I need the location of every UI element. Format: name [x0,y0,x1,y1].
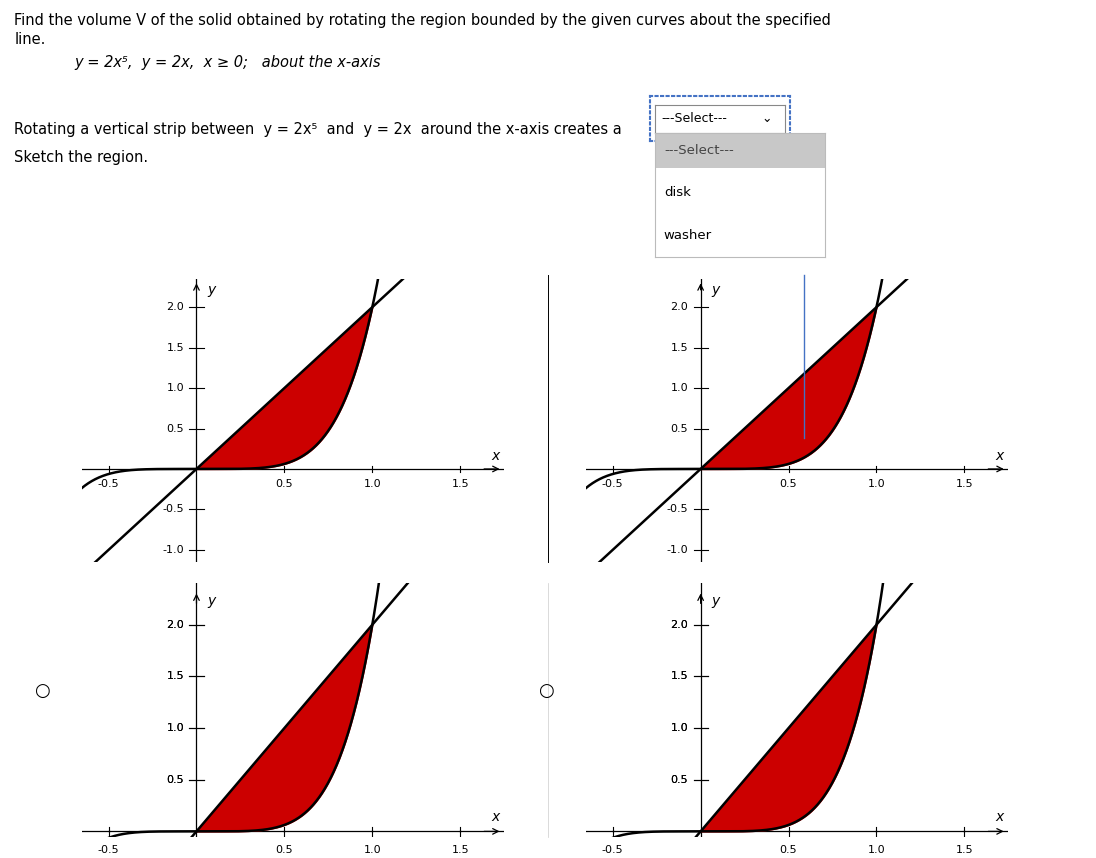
Bar [655,133,825,168]
Text: x: x [491,810,500,825]
Text: 0.5: 0.5 [779,845,798,855]
Text: 1.5: 1.5 [956,845,973,855]
Text: 1.0: 1.0 [364,480,381,489]
Text: ○: ○ [538,682,553,699]
Text: 0.5: 0.5 [671,775,688,785]
Text: ---Select---: ---Select--- [662,112,728,125]
Text: x: x [995,450,1004,463]
Text: -0.5: -0.5 [98,845,119,855]
Text: 1.0: 1.0 [868,845,886,855]
Text: Sketch the region.: Sketch the region. [14,150,148,165]
Text: 1.0: 1.0 [167,383,184,393]
Text: -0.5: -0.5 [162,505,184,515]
Text: 0.5: 0.5 [167,775,184,785]
Text: y: y [711,283,719,297]
Text: Step 1: Step 1 [7,87,60,102]
Text: x: x [491,450,500,463]
Text: Find the volume V of the solid obtained by rotating the region bounded by the gi: Find the volume V of the solid obtained … [14,13,831,27]
Text: Rotating a vertical strip between  y = 2x⁵  and  y = 2x  around the x-axis creat: Rotating a vertical strip between y = 2x… [14,122,623,136]
Text: 1.0: 1.0 [364,845,381,855]
Text: -0.5: -0.5 [602,480,624,489]
Text: x: x [995,810,1004,825]
Text: 2.0: 2.0 [671,619,688,630]
Text: 2.0: 2.0 [167,619,184,630]
Text: 1.0: 1.0 [671,383,688,393]
Text: 2.0: 2.0 [167,302,184,312]
Text: 2.0: 2.0 [671,302,688,312]
Text: 0.5: 0.5 [779,480,798,489]
Text: 0.5: 0.5 [167,775,184,785]
Text: disk: disk [664,186,690,199]
Text: 1.5: 1.5 [956,480,973,489]
Text: 1.5: 1.5 [167,342,184,353]
Text: 1.0: 1.0 [671,723,688,733]
Text: 1.5: 1.5 [452,480,469,489]
Text: 0.5: 0.5 [671,424,688,433]
Text: 1.5: 1.5 [671,672,688,681]
Text: 1.0: 1.0 [167,723,184,733]
Text: 0.5: 0.5 [275,480,294,489]
Text: 1.5: 1.5 [671,672,688,681]
Text: 1.0: 1.0 [167,723,184,733]
Text: y: y [207,594,215,607]
Text: 1.5: 1.5 [167,672,184,681]
Text: ⌄: ⌄ [762,112,772,125]
Text: -0.5: -0.5 [98,480,119,489]
Text: -1.0: -1.0 [162,545,184,555]
Text: 2.0: 2.0 [167,619,184,630]
Text: line.: line. [14,32,46,46]
Text: 1.5: 1.5 [167,672,184,681]
Text: ○: ○ [34,682,49,699]
Text: -1.0: -1.0 [666,545,688,555]
Text: 1.0: 1.0 [868,480,886,489]
Text: 1.0: 1.0 [671,723,688,733]
Text: ---Select---: ---Select--- [664,144,733,157]
Text: 2.0: 2.0 [671,619,688,630]
Text: 0.5: 0.5 [167,424,184,433]
Text: 1.5: 1.5 [671,342,688,353]
Text: washer: washer [664,228,712,241]
Text: y: y [711,594,719,607]
Text: 0.5: 0.5 [275,845,294,855]
Text: 0.5: 0.5 [671,775,688,785]
Text: y: y [207,283,215,297]
Text: -0.5: -0.5 [666,505,688,515]
Text: -0.5: -0.5 [602,845,624,855]
Text: 1.5: 1.5 [452,845,469,855]
Text: y = 2x⁵,  y = 2x,  x ≥ 0;   about the x-axis: y = 2x⁵, y = 2x, x ≥ 0; about the x-axis [75,55,381,69]
